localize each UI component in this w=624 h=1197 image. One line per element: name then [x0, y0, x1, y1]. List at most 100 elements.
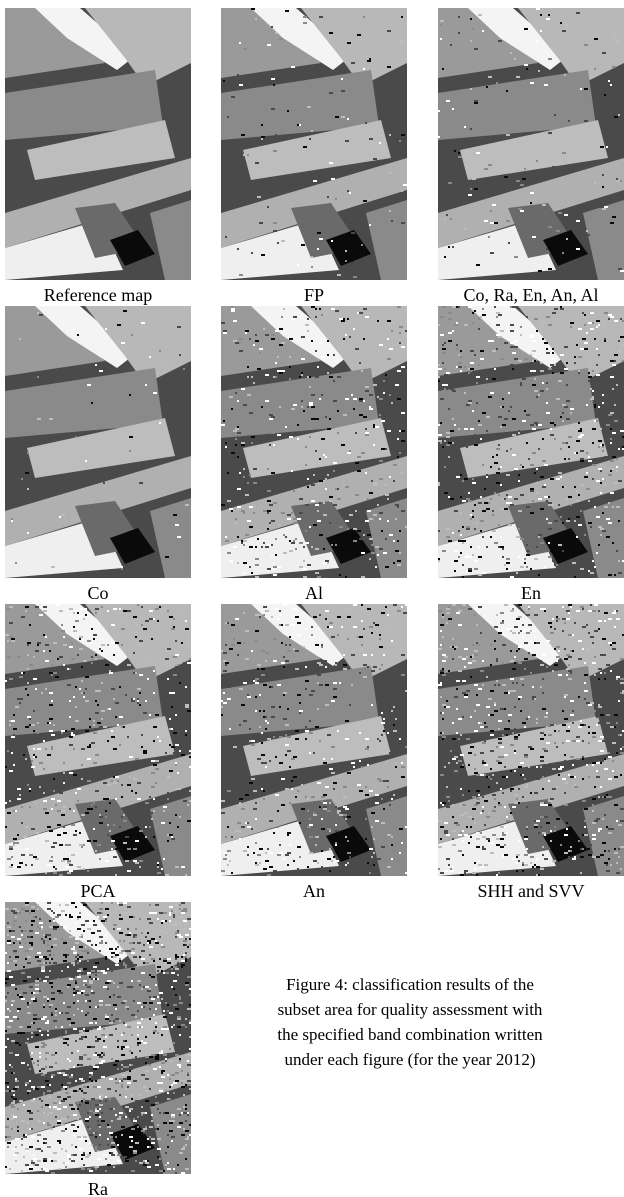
speckle	[41, 1100, 43, 1102]
speckle	[554, 664, 558, 666]
speckle	[458, 556, 460, 558]
speckle	[47, 1030, 49, 1032]
speckle	[61, 730, 65, 732]
speckle	[327, 810, 331, 812]
speckle	[317, 862, 319, 864]
speckle	[111, 970, 113, 972]
speckle	[173, 1168, 175, 1170]
speckle	[87, 928, 91, 930]
speckle	[25, 1042, 29, 1044]
speckle	[540, 390, 544, 392]
speckle	[5, 1090, 9, 1092]
speckle	[536, 642, 540, 644]
speckle	[121, 1126, 125, 1128]
speckle	[15, 1042, 19, 1044]
speckle	[127, 986, 131, 988]
speckle	[552, 860, 556, 862]
speckle	[81, 1158, 83, 1160]
speckle	[590, 572, 594, 574]
speckle	[155, 996, 157, 998]
speckle	[85, 1140, 87, 1142]
speckle	[385, 494, 389, 496]
speckle	[474, 504, 476, 506]
speckle	[53, 1108, 57, 1110]
speckle	[83, 692, 85, 694]
speckle	[321, 314, 323, 316]
speckle	[602, 446, 604, 448]
speckle	[381, 798, 383, 800]
speckle	[107, 968, 109, 970]
speckle	[29, 790, 31, 792]
speckle	[480, 774, 484, 776]
speckle	[369, 58, 371, 60]
speckle	[510, 788, 514, 790]
speckle	[83, 710, 85, 712]
speckle	[614, 722, 616, 724]
speckle	[393, 724, 395, 726]
speckle	[606, 424, 610, 426]
speckle	[305, 464, 307, 466]
speckle	[267, 698, 269, 700]
speckle	[580, 606, 584, 608]
speckle	[177, 1016, 181, 1018]
speckle	[233, 746, 237, 748]
speckle	[281, 342, 285, 344]
speckle	[498, 684, 500, 686]
speckle	[235, 522, 237, 524]
speckle	[490, 252, 494, 254]
speckle	[333, 462, 337, 464]
speckle	[556, 646, 560, 648]
speckle	[107, 610, 109, 612]
speckle	[253, 808, 257, 810]
speckle	[490, 852, 494, 854]
speckle	[337, 498, 339, 500]
speckle	[15, 1152, 19, 1154]
speckle	[401, 762, 403, 764]
speckle	[610, 644, 612, 646]
speckle	[345, 738, 349, 740]
speckle	[345, 864, 347, 866]
speckle	[225, 644, 227, 646]
speckle	[179, 1066, 181, 1068]
speckle	[498, 762, 502, 764]
speckle	[117, 780, 119, 782]
speckle	[287, 408, 291, 410]
speckle	[562, 412, 564, 414]
speckle	[610, 828, 614, 830]
speckle	[528, 624, 532, 626]
speckle	[614, 714, 618, 716]
speckle	[357, 312, 359, 314]
speckle	[13, 1058, 15, 1060]
speckle	[484, 864, 488, 866]
speckle	[510, 770, 512, 772]
speckle	[440, 334, 444, 336]
speckle	[315, 726, 319, 728]
speckle	[279, 614, 283, 616]
speckle	[181, 1070, 183, 1072]
speckle	[532, 630, 536, 632]
speckle	[319, 740, 321, 742]
speckle	[442, 390, 446, 392]
speckle	[55, 968, 57, 970]
speckle	[562, 486, 564, 488]
speckle	[558, 730, 560, 732]
speckle	[19, 996, 23, 998]
speckle	[75, 1002, 77, 1004]
speckle	[67, 1018, 71, 1020]
speckle	[474, 754, 476, 756]
speckle	[55, 1060, 57, 1062]
speckle	[51, 700, 53, 702]
speckle	[133, 652, 135, 654]
speckle	[538, 574, 540, 576]
speckle	[546, 316, 550, 318]
speckle	[456, 306, 458, 308]
speckle	[602, 796, 604, 798]
speckle	[466, 498, 470, 500]
speckle	[117, 1046, 119, 1048]
speckle	[21, 998, 25, 1000]
speckle	[101, 1076, 105, 1078]
speckle	[133, 848, 137, 850]
speckle	[353, 766, 355, 768]
speckle	[572, 634, 574, 636]
speckle	[526, 828, 528, 830]
